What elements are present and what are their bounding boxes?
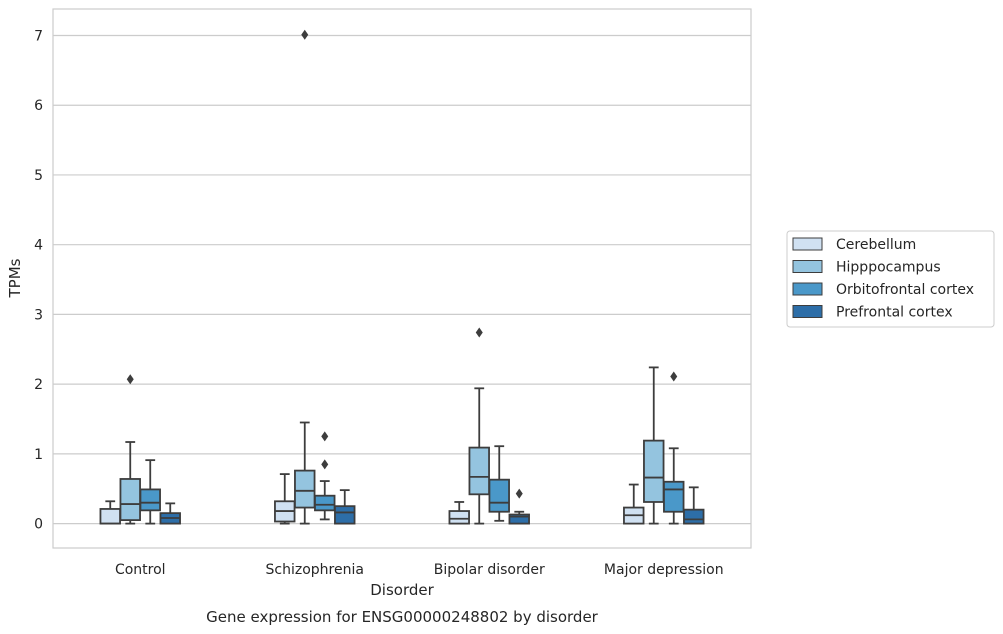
y-axis-label: TPMs	[6, 258, 24, 298]
x-axis-ticks: Control Schizophrenia Bipolar disorder Majo…	[115, 562, 724, 578]
x-tick-label: Schizophrenia	[266, 562, 364, 578]
box-iqr	[139, 488, 161, 512]
legend-swatch	[792, 237, 823, 251]
legend-label: Orbitofrontal cortex	[836, 282, 974, 298]
box-series	[99, 29, 705, 525]
y-tick-label: 6	[34, 98, 43, 114]
plot-area-frame	[52, 8, 752, 549]
outlier-point	[321, 459, 329, 470]
box-iqr	[508, 513, 530, 525]
outlier-point	[321, 431, 329, 442]
box-cerebellum	[99, 500, 121, 525]
box-iqr	[643, 439, 665, 503]
legend-frame	[786, 230, 995, 328]
chart-caption: Gene expression for ENSG00000248802 by d…	[206, 608, 599, 626]
box-iqr	[99, 508, 121, 525]
x-tick-label: Bipolar disorder	[434, 562, 545, 578]
box-hipppocampus	[643, 366, 665, 525]
box-cerebellum	[448, 501, 470, 525]
y-tick-label: 7	[34, 28, 43, 44]
legend-swatch	[792, 305, 823, 318]
y-tick-label: 3	[34, 307, 43, 323]
box-prefrontal-cortex	[159, 502, 181, 525]
legend-label: Cerebellum	[836, 237, 916, 253]
box-iqr	[314, 494, 336, 512]
legend: Cerebellum Hipppocampus Orbitofrontal cort…	[786, 230, 995, 328]
box-orbitofrontal-cortex	[663, 371, 685, 525]
outlier-point	[126, 374, 134, 385]
box-iqr	[448, 510, 470, 525]
box-prefrontal-cortex	[334, 489, 356, 525]
box-prefrontal-cortex	[683, 486, 705, 525]
outlier-point	[301, 29, 309, 40]
box-orbitofrontal-cortex	[314, 431, 336, 521]
box-iqr	[488, 478, 510, 513]
box-iqr	[334, 505, 356, 525]
legend-swatch	[792, 282, 823, 296]
gridlines	[53, 34, 751, 525]
legend-label: Hipppocampus	[836, 260, 941, 276]
y-tick-label: 1	[34, 447, 43, 463]
box-hipppocampus	[119, 374, 141, 525]
outlier-point	[515, 488, 523, 499]
box-iqr	[294, 469, 316, 509]
box-hipppocampus	[468, 327, 490, 525]
box-iqr	[683, 508, 705, 525]
box-hipppocampus	[294, 29, 316, 525]
y-tick-label: 0	[34, 517, 43, 533]
legend-label: Prefrontal cortex	[836, 305, 953, 321]
box-cerebellum	[274, 473, 296, 525]
outlier-point	[670, 371, 678, 382]
outlier-point	[475, 327, 483, 338]
box-iqr	[119, 478, 141, 522]
x-tick-label: Major depression	[604, 562, 724, 578]
box-prefrontal-cortex	[508, 488, 530, 525]
x-tick-label: Control	[115, 562, 166, 578]
box-iqr	[663, 480, 685, 513]
box-orbitofrontal-cortex	[139, 459, 161, 525]
y-tick-label: 5	[34, 168, 43, 184]
x-axis-label: Disorder	[370, 581, 434, 599]
y-tick-label: 4	[34, 238, 43, 254]
box-iqr	[468, 446, 490, 496]
box-orbitofrontal-cortex	[488, 445, 510, 522]
legend-swatch	[792, 260, 823, 273]
y-axis-ticks: 0 1 2 3 4 5 6 7	[34, 28, 43, 532]
y-tick-label: 2	[34, 377, 43, 393]
box-cerebellum	[623, 483, 645, 525]
